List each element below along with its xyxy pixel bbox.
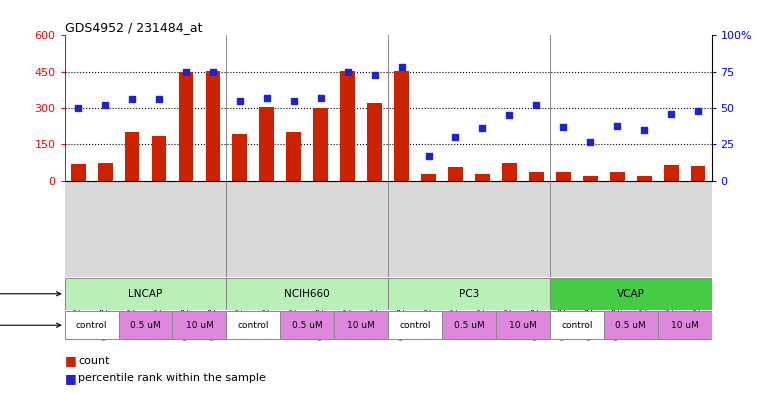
- Point: [638, 127, 650, 133]
- Text: dose: dose: [0, 320, 61, 330]
- Point: [530, 102, 543, 108]
- Bar: [368, 103, 382, 181]
- Bar: [179, 72, 193, 181]
- Text: control: control: [561, 321, 593, 330]
- Text: LNCAP: LNCAP: [129, 289, 163, 299]
- Point: [503, 112, 515, 118]
- Bar: [556, 172, 571, 181]
- Bar: [637, 176, 651, 181]
- Bar: [691, 166, 705, 181]
- Bar: [658, 311, 712, 339]
- Point: [288, 97, 300, 104]
- Text: ■: ■: [65, 354, 76, 367]
- Text: NCIH660: NCIH660: [285, 289, 330, 299]
- Bar: [227, 278, 388, 310]
- Bar: [610, 172, 625, 181]
- Bar: [260, 107, 274, 181]
- Bar: [340, 70, 355, 181]
- Text: PC3: PC3: [459, 289, 479, 299]
- Bar: [151, 136, 167, 181]
- Point: [342, 68, 354, 75]
- Bar: [442, 311, 496, 339]
- Point: [180, 68, 192, 75]
- Bar: [550, 311, 603, 339]
- Point: [422, 153, 435, 159]
- Bar: [421, 173, 436, 181]
- Bar: [227, 311, 280, 339]
- Text: ■: ■: [65, 371, 76, 385]
- Point: [611, 122, 623, 129]
- Point: [450, 134, 462, 140]
- Bar: [71, 164, 85, 181]
- Point: [126, 96, 139, 103]
- Bar: [286, 132, 301, 181]
- Bar: [65, 278, 227, 310]
- Point: [314, 95, 326, 101]
- Point: [368, 72, 380, 78]
- Bar: [448, 167, 463, 181]
- Bar: [314, 108, 328, 181]
- Bar: [388, 311, 442, 339]
- Point: [584, 138, 597, 145]
- Text: 0.5 uM: 0.5 uM: [616, 321, 646, 330]
- Point: [207, 68, 219, 75]
- Text: GDS4952 / 231484_at: GDS4952 / 231484_at: [65, 21, 202, 34]
- Text: 0.5 uM: 0.5 uM: [292, 321, 323, 330]
- Bar: [334, 311, 388, 339]
- Point: [234, 97, 246, 104]
- Text: percentile rank within the sample: percentile rank within the sample: [78, 373, 266, 383]
- Text: 10 uM: 10 uM: [347, 321, 375, 330]
- Bar: [550, 278, 712, 310]
- Bar: [205, 70, 221, 181]
- Text: control: control: [76, 321, 107, 330]
- Bar: [394, 70, 409, 181]
- Point: [692, 108, 704, 114]
- Bar: [119, 311, 173, 339]
- Bar: [475, 173, 490, 181]
- Bar: [125, 132, 139, 181]
- Bar: [65, 311, 119, 339]
- Text: 10 uM: 10 uM: [509, 321, 537, 330]
- Bar: [232, 134, 247, 181]
- Point: [396, 64, 408, 70]
- Point: [261, 95, 273, 101]
- Point: [99, 102, 111, 108]
- Text: 10 uM: 10 uM: [670, 321, 699, 330]
- Bar: [280, 311, 334, 339]
- Text: 0.5 uM: 0.5 uM: [130, 321, 161, 330]
- Text: cell line: cell line: [0, 289, 61, 299]
- Text: 10 uM: 10 uM: [186, 321, 213, 330]
- Bar: [664, 165, 679, 181]
- Bar: [583, 176, 597, 181]
- Bar: [529, 172, 544, 181]
- Point: [476, 125, 489, 132]
- Point: [72, 105, 84, 111]
- Text: VCAP: VCAP: [616, 289, 645, 299]
- Text: count: count: [78, 356, 110, 366]
- Text: control: control: [400, 321, 431, 330]
- Text: control: control: [237, 321, 269, 330]
- Point: [557, 124, 569, 130]
- Text: 0.5 uM: 0.5 uM: [454, 321, 484, 330]
- Bar: [173, 311, 227, 339]
- Bar: [97, 163, 113, 181]
- Bar: [388, 278, 550, 310]
- Bar: [496, 311, 550, 339]
- Bar: [502, 163, 517, 181]
- Point: [153, 96, 165, 103]
- Point: [665, 111, 677, 117]
- Bar: [603, 311, 658, 339]
